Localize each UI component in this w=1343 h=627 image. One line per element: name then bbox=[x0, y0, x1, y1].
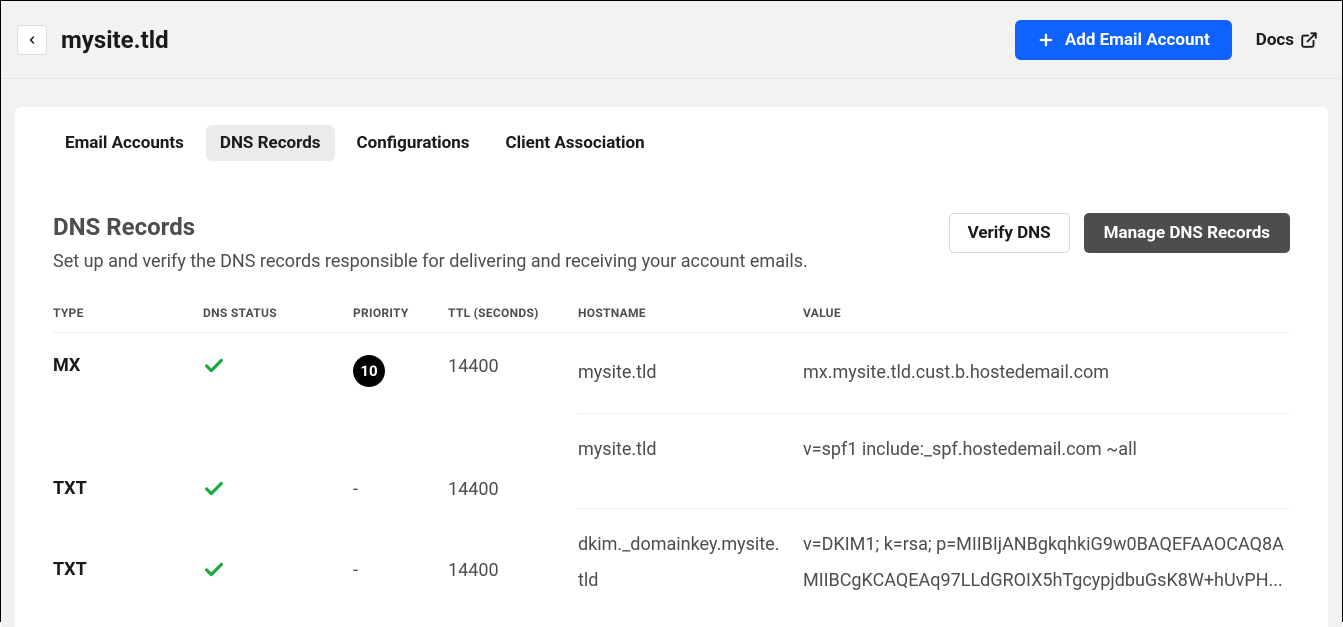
table-row: mysite.tld v=spf1 include:_spf.hostedema… bbox=[53, 414, 1290, 472]
topbar: mysite.tld Add Email Account Docs bbox=[1, 1, 1342, 79]
cell-type: TXT bbox=[53, 527, 203, 580]
cell-ttl: 14400 bbox=[448, 478, 578, 501]
panel: Email Accounts DNS Records Configuration… bbox=[15, 107, 1328, 627]
docs-label: Docs bbox=[1256, 30, 1294, 50]
col-type: TYPE bbox=[53, 306, 203, 320]
check-icon bbox=[203, 355, 225, 377]
priority-badge: 10 bbox=[353, 355, 385, 387]
check-icon bbox=[203, 559, 225, 581]
cell-status bbox=[203, 527, 353, 585]
col-priority: PRIORITY bbox=[353, 306, 448, 320]
site-title: mysite.tld bbox=[61, 26, 169, 54]
add-email-account-button[interactable]: Add Email Account bbox=[1015, 20, 1232, 60]
plus-icon bbox=[1037, 31, 1055, 49]
row-divider bbox=[578, 413, 1290, 414]
row-divider bbox=[578, 508, 1290, 509]
cell-status bbox=[203, 478, 353, 504]
docs-link[interactable]: Docs bbox=[1256, 30, 1318, 50]
cell-type: MX bbox=[53, 355, 203, 376]
tabs: Email Accounts DNS Records Configuration… bbox=[15, 107, 1328, 165]
section-header: DNS Records Set up and verify the DNS re… bbox=[53, 213, 1290, 272]
dns-section: DNS Records Set up and verify the DNS re… bbox=[15, 165, 1328, 621]
cell-hostname: mysite.tld bbox=[578, 355, 803, 391]
cell-priority: - bbox=[353, 527, 448, 582]
col-dns-status: DNS STATUS bbox=[203, 306, 353, 320]
table-row: TXT - 14400 bbox=[53, 472, 1290, 508]
content-wrap: Email Accounts DNS Records Configuration… bbox=[1, 79, 1342, 627]
cell-value: mx.mysite.tld.cust.b.hostedemail.com bbox=[803, 355, 1290, 391]
tab-client-association[interactable]: Client Association bbox=[492, 125, 659, 161]
cell-priority: - bbox=[353, 478, 448, 501]
add-email-account-label: Add Email Account bbox=[1065, 30, 1210, 50]
col-value: VALUE bbox=[803, 306, 1290, 320]
cell-type: TXT bbox=[53, 478, 203, 499]
tab-dns-records[interactable]: DNS Records bbox=[206, 125, 335, 161]
cell-hostname: mysite.tld bbox=[578, 432, 803, 468]
section-title: DNS Records bbox=[53, 213, 808, 241]
external-link-icon bbox=[1300, 31, 1318, 49]
table-row: TXT - 14400 dkim._domainkey.mysite.tld v… bbox=[53, 509, 1290, 621]
tab-configurations[interactable]: Configurations bbox=[343, 125, 484, 161]
section-description: Set up and verify the DNS records respon… bbox=[53, 251, 808, 272]
cell-value: v=spf1 include:_spf.hostedemail.com ~all bbox=[803, 432, 1290, 468]
cell-ttl: 14400 bbox=[448, 355, 578, 378]
cell-value: v=DKIM1; k=rsa; p=MIIBIjANBgkqhkiG9w0BAQ… bbox=[803, 527, 1290, 599]
topbar-left: mysite.tld bbox=[17, 25, 169, 55]
manage-dns-records-button[interactable]: Manage DNS Records bbox=[1084, 213, 1290, 253]
cell-ttl: 14400 bbox=[448, 527, 578, 582]
col-ttl: TTL (SECONDS) bbox=[448, 306, 578, 320]
verify-dns-button[interactable]: Verify DNS bbox=[949, 213, 1070, 253]
chevron-left-icon bbox=[26, 34, 38, 46]
check-icon bbox=[203, 478, 225, 500]
dns-table: TYPE DNS STATUS PRIORITY TTL (SECONDS) H… bbox=[53, 306, 1290, 621]
cell-hostname: dkim._domainkey.mysite.tld bbox=[578, 527, 803, 599]
col-hostname: HOSTNAME bbox=[578, 306, 803, 320]
table-header: TYPE DNS STATUS PRIORITY TTL (SECONDS) H… bbox=[53, 306, 1290, 333]
cell-priority: 10 bbox=[353, 355, 448, 387]
section-header-text: DNS Records Set up and verify the DNS re… bbox=[53, 213, 808, 272]
table-row: MX 10 14400 mysite.tld mx.mysite.tld.cus… bbox=[53, 333, 1290, 413]
back-button[interactable] bbox=[17, 25, 47, 55]
tab-email-accounts[interactable]: Email Accounts bbox=[51, 125, 198, 161]
section-actions: Verify DNS Manage DNS Records bbox=[949, 213, 1290, 253]
topbar-right: Add Email Account Docs bbox=[1015, 20, 1318, 60]
cell-status bbox=[203, 355, 353, 381]
